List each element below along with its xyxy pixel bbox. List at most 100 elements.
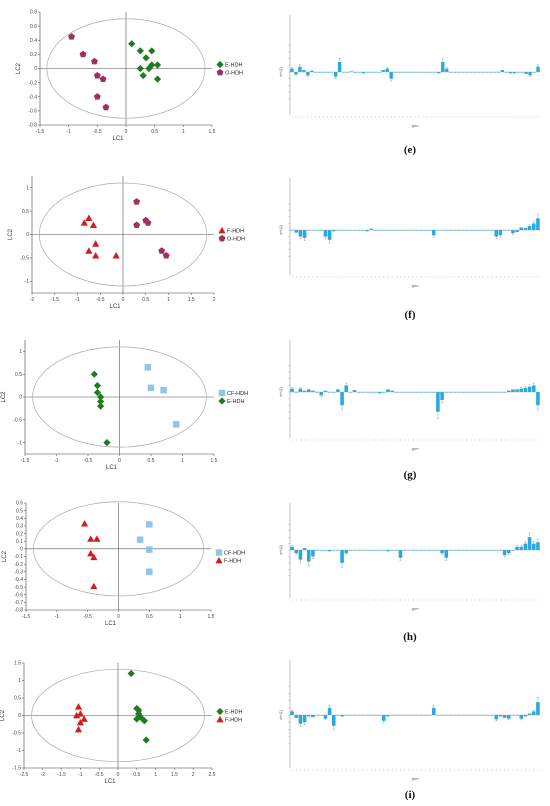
data-point-o-hdh: [144, 219, 152, 226]
x-tick-label: 1.5: [188, 297, 195, 303]
loading-bar: [323, 230, 328, 237]
loading-bar: [402, 550, 407, 551]
y-tick-label: 0.3: [16, 524, 23, 530]
data-point-e-hdh: [139, 71, 147, 80]
loading-bar: [494, 715, 499, 720]
data-point-e-hdh: [93, 388, 102, 397]
loading-bar: [361, 230, 365, 231]
loading-bar: [398, 392, 403, 393]
data-point-e-hdh: [140, 717, 148, 725]
data-point-cf-hdh: [146, 521, 153, 528]
loading-bar: [385, 68, 389, 72]
loading-bar: [311, 390, 315, 392]
data-point-f-hdh: [90, 582, 98, 590]
x-tick-label: -1: [78, 772, 83, 778]
data-point-cf-hdh: [146, 546, 153, 553]
data-point-f-hdh: [80, 715, 88, 722]
legend-marker-e-hdh: [216, 60, 224, 69]
loading-bar: [511, 230, 515, 234]
loading-bar: [490, 392, 494, 393]
loading-bar: [469, 392, 474, 393]
x-tick-label: 0.5: [142, 297, 149, 303]
loading-bar: [298, 230, 303, 237]
loading-bar: [531, 543, 536, 550]
x-tick-label: 0: [122, 297, 125, 303]
loading-bar: [486, 230, 490, 231]
loading-bar: [302, 230, 307, 238]
loading-bar: [331, 230, 336, 232]
loading-bar: [444, 230, 449, 231]
loading-bar: [377, 550, 382, 551]
x-tick-label: -1: [66, 129, 71, 135]
score-plot-3: -1.5 -1 -0.5 0 0.5 1 1.5 1 0.5 0 -0.5 -1 LC1 LC2 CF-HD…: [1, 340, 248, 471]
x-tick-label: -2: [30, 297, 35, 303]
loading-bar: [397, 72, 401, 73]
y-tick-label: -0.5: [20, 256, 29, 262]
loading-bar: [402, 392, 407, 393]
x-tick-label: -0.5: [96, 297, 105, 303]
y-tick-label: -0.5: [12, 731, 21, 737]
loading-bar: [421, 72, 425, 73]
loading-bar: [394, 550, 399, 551]
panel-label: (e): [404, 144, 417, 156]
loading-bar: [490, 550, 494, 551]
loading-bar: [477, 550, 482, 551]
loading-bar: [365, 550, 369, 551]
legend-marker-f-hdh: [215, 556, 223, 564]
loading-bar: [294, 392, 299, 393]
legend-marker-cf-hdh: [215, 549, 223, 556]
loading-bar: [311, 230, 315, 231]
data-point-e-hdh: [136, 47, 144, 55]
loading-bar: [365, 230, 369, 232]
data-point-f-hdh: [76, 710, 84, 717]
data-point-o-hdh: [162, 251, 170, 259]
x-tick-label: 0.5: [146, 614, 153, 620]
data-point-o-hdh: [102, 103, 110, 111]
confidence-ellipse: [31, 668, 205, 763]
loading-bar: [519, 715, 524, 719]
legend-marker-cf-hdh: [218, 389, 226, 397]
loading-bar: [440, 715, 444, 716]
data-point-f-hdh: [76, 718, 84, 726]
data-point-o-hdh: [68, 33, 75, 40]
loading-bar: [465, 550, 469, 551]
x-tick-label: -1.5: [57, 772, 66, 778]
loading-bar: [310, 70, 314, 72]
y-tick-label: 0.2: [16, 531, 23, 537]
data-point-e-hdh: [153, 61, 162, 69]
loading-bar: [437, 72, 441, 74]
data-point-e-hdh: [128, 40, 136, 48]
data-point-f-hdh: [87, 535, 95, 542]
data-point-e-hdh: [97, 397, 105, 406]
loading-bar: [527, 386, 532, 392]
y-tick-label: 0: [26, 232, 29, 238]
data-point-e-hdh: [142, 54, 150, 62]
data-point-f-hdh: [93, 535, 101, 542]
loading-bar: [369, 392, 374, 393]
loading-bar: [456, 230, 461, 231]
loading-bar: [365, 72, 370, 73]
loading-bar: [431, 550, 436, 551]
data-point-e-hdh: [97, 402, 105, 410]
loading-bar: [531, 223, 536, 230]
x-tick-label: -1: [54, 458, 59, 464]
loading-bar: [356, 715, 361, 716]
loading-bar: [349, 71, 354, 72]
legend-label: E-HDH: [225, 63, 242, 69]
loading-bar: [369, 72, 374, 73]
loading-bar: [398, 715, 403, 716]
data-point-e-hdh: [148, 47, 156, 55]
loading-bar: [394, 230, 399, 231]
x-axis-label: LC1: [112, 136, 124, 142]
loading-bar: [327, 707, 332, 715]
y-tick-label: -0.1: [14, 554, 23, 560]
loading-bar: [390, 390, 394, 392]
loading-bar: [506, 550, 511, 554]
loading-bar: [390, 230, 394, 231]
loading-bar: [390, 715, 394, 716]
loading-bar: [323, 390, 328, 392]
data-point-cf-hdh: [147, 384, 155, 392]
loading-bar: [357, 72, 362, 73]
y-tick-label: -0.8: [14, 608, 23, 614]
